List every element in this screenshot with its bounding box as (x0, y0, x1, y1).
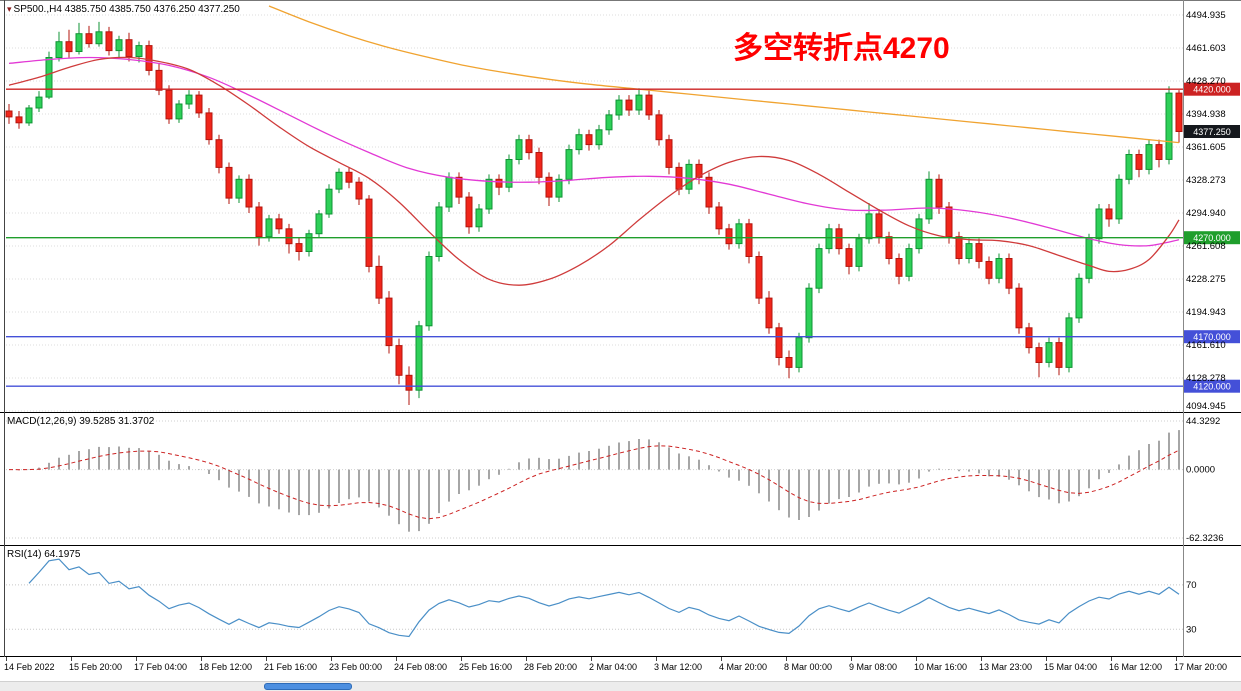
rsi-label: RSI(14) 64.1975 (7, 549, 81, 560)
time-axis-label: 2 Mar 04:00 (589, 662, 638, 672)
macd-canvas[interactable]: 44.3292 0.0000 -62.3236 (0, 413, 1241, 546)
svg-text:4170.000: 4170.000 (1193, 332, 1231, 342)
time-tick (656, 657, 657, 661)
time-tick (6, 657, 7, 661)
svg-text:4428.270: 4428.270 (1186, 76, 1226, 87)
ohlc-legend-text: SP500.,H4 4385.750 4385.750 4376.250 437… (13, 4, 240, 15)
svg-text:4377.250: 4377.250 (1193, 127, 1231, 137)
time-tick (71, 657, 72, 661)
time-axis-label: 17 Feb 04:00 (134, 662, 188, 672)
horizontal-scrollbar[interactable] (0, 681, 1241, 691)
time-axis-label: 14 Feb 2022 (4, 662, 55, 672)
svg-text:4128.278: 4128.278 (1186, 373, 1226, 384)
svg-text:4494.935: 4494.935 (1186, 10, 1226, 21)
ma-slow-orange (268, 5, 1180, 144)
time-tick (331, 657, 332, 661)
time-tick (136, 657, 137, 661)
svg-text:4328.273: 4328.273 (1186, 175, 1226, 186)
level-badge: 4120.000 (1184, 379, 1240, 393)
last-price-badge: 4377.250 (1184, 125, 1240, 138)
price-axis[interactable]: 4494.935 4461.603 4428.270 4394.938 4361.605… (1186, 10, 1226, 412)
time-axis-label: 23 Feb 00:00 (329, 662, 383, 672)
ma-fast-red (8, 56, 1180, 286)
time-axis-label: 4 Mar 20:00 (719, 662, 768, 672)
svg-text:0.0000: 0.0000 (1186, 465, 1215, 476)
svg-text:4361.605: 4361.605 (1186, 142, 1226, 153)
time-axis-label: 15 Mar 04:00 (1044, 662, 1098, 672)
svg-text:4094.945: 4094.945 (1186, 401, 1226, 412)
time-tick (461, 657, 462, 661)
svg-text:4294.940: 4294.940 (1186, 208, 1226, 219)
annotation-text: 多空转折点4270 (733, 32, 950, 65)
svg-text:4270.000: 4270.000 (1193, 233, 1231, 243)
time-tick (1176, 657, 1177, 661)
time-axis[interactable]: 14 Feb 2022 15 Feb 20:00 17 Feb 04:00 18 Fe… (0, 657, 1241, 681)
time-axis-label: 21 Feb 16:00 (264, 662, 318, 672)
svg-text:4420.000: 4420.000 (1193, 85, 1231, 95)
macd-levels: 44.3292 0.0000 -62.3236 (6, 416, 1224, 544)
symbol-marker-icon: ▾ (7, 4, 12, 14)
scrollbar-thumb[interactable] (264, 683, 352, 690)
time-tick (786, 657, 787, 661)
macd-label: MACD(12,26,9) 39.5285 31.3702 (7, 416, 155, 427)
candlesticks (5, 21, 1183, 406)
svg-text:4461.603: 4461.603 (1186, 43, 1226, 54)
time-tick (851, 657, 852, 661)
svg-text:70: 70 (1186, 580, 1197, 591)
time-tick (526, 657, 527, 661)
price-panel: 4420.000 4270.000 4170.000 4120.000 4377.250… (0, 0, 1241, 413)
time-tick (266, 657, 267, 661)
svg-text:4228.275: 4228.275 (1186, 274, 1226, 285)
chart-legend: ▾ SP500.,H4 4385.750 4385.750 4376.250 43… (7, 4, 240, 15)
time-tick (981, 657, 982, 661)
chart-left-border (4, 0, 5, 657)
time-axis-label: 8 Mar 00:00 (784, 662, 833, 672)
level-badge: 4170.000 (1184, 330, 1240, 344)
rsi-line (28, 558, 1180, 638)
time-axis-label: 13 Mar 23:00 (979, 662, 1033, 672)
svg-text:4120.000: 4120.000 (1193, 382, 1231, 392)
time-tick (721, 657, 722, 661)
price-gridlines (6, 14, 1183, 412)
time-tick (1111, 657, 1112, 661)
time-tick (396, 657, 397, 661)
time-axis-label: 18 Feb 12:00 (199, 662, 253, 672)
macd-signal-line (8, 445, 1180, 520)
svg-text:-62.3236: -62.3236 (1186, 533, 1224, 544)
svg-text:4394.938: 4394.938 (1186, 109, 1226, 120)
time-tick (201, 657, 202, 661)
time-axis-label: 17 Mar 20:00 (1174, 662, 1228, 672)
svg-text:30: 30 (1186, 624, 1197, 635)
time-axis-label: 24 Feb 08:00 (394, 662, 448, 672)
time-axis-label: 28 Feb 20:00 (524, 662, 578, 672)
rsi-canvas[interactable]: 70 30 (0, 546, 1241, 657)
time-tick (916, 657, 917, 661)
svg-text:44.3292: 44.3292 (1186, 416, 1220, 427)
price-chart-canvas[interactable]: 4420.000 4270.000 4170.000 4120.000 4377.250… (0, 1, 1241, 414)
time-axis-label: 3 Mar 12:00 (654, 662, 703, 672)
time-axis-label: 9 Mar 08:00 (849, 662, 898, 672)
svg-text:4261.608: 4261.608 (1186, 241, 1226, 252)
macd-panel: 44.3292 0.0000 -62.3236 MACD(12,26,9) 39.5… (0, 413, 1241, 546)
time-axis-label: 15 Feb 20:00 (69, 662, 123, 672)
svg-text:4194.943: 4194.943 (1186, 307, 1226, 318)
level-badge: 4270.000 (1184, 231, 1240, 245)
rsi-levels: 70 30 (6, 580, 1197, 635)
svg-text:4161.610: 4161.610 (1186, 340, 1226, 351)
price-axis-separator (1183, 0, 1184, 657)
rsi-panel: 70 30 RSI(14) 64.1975 (0, 546, 1241, 657)
level-badge: 4420.000 (1184, 82, 1240, 96)
time-axis-label: 25 Feb 16:00 (459, 662, 513, 672)
time-tick (591, 657, 592, 661)
time-tick (1046, 657, 1047, 661)
ma-mid-magenta (8, 56, 1180, 247)
time-axis-label: 10 Mar 16:00 (914, 662, 968, 672)
time-axis-label: 16 Mar 12:00 (1109, 662, 1163, 672)
macd-histogram (18, 430, 1180, 532)
